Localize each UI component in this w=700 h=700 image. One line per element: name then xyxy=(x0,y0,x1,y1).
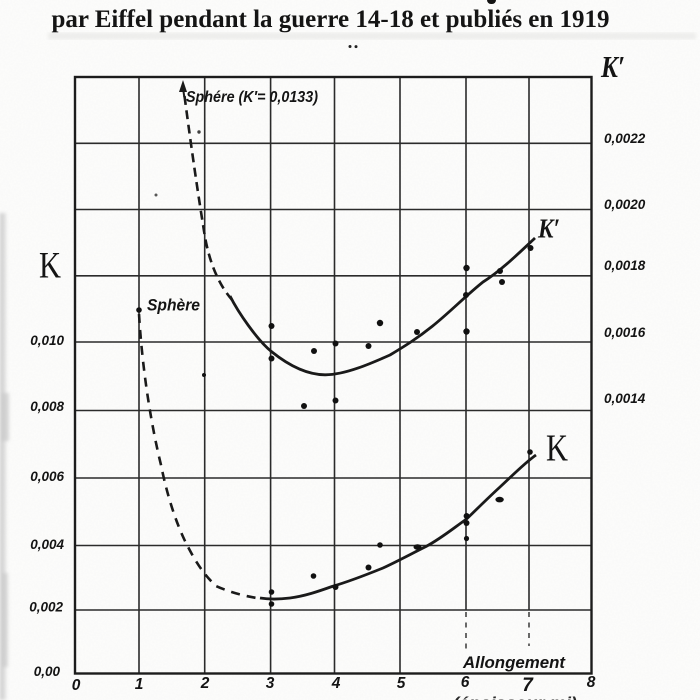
svg-text:Allongement: Allongement xyxy=(462,654,567,672)
svg-text:K: K xyxy=(39,246,61,287)
svg-text:6: 6 xyxy=(461,674,470,691)
svg-text:0,008: 0,008 xyxy=(30,399,64,414)
svg-text:1: 1 xyxy=(135,676,144,693)
svg-text:K′: K′ xyxy=(600,49,625,84)
svg-text:K′: K′ xyxy=(537,214,560,244)
svg-text:0,00: 0,00 xyxy=(34,664,61,679)
svg-text:3: 3 xyxy=(266,675,275,692)
svg-text:0,004: 0,004 xyxy=(30,537,64,552)
svg-text:0,0020: 0,0020 xyxy=(604,197,646,212)
svg-text:0,002: 0,002 xyxy=(29,600,63,615)
svg-text:0,0014: 0,0014 xyxy=(604,391,646,406)
svg-text:0,006: 0,006 xyxy=(30,469,64,484)
svg-text:7: 7 xyxy=(522,675,534,696)
svg-text:Sphère: Sphère xyxy=(147,297,200,315)
svg-text:0,0022: 0,0022 xyxy=(604,131,646,146)
svg-text:0,0016: 0,0016 xyxy=(604,325,646,340)
svg-text:5: 5 xyxy=(397,675,406,692)
svg-text:(épaisseur mi): (épaisseur mi) xyxy=(453,694,577,700)
svg-text:8: 8 xyxy=(587,674,596,691)
svg-text:0,010: 0,010 xyxy=(30,333,64,348)
svg-text:4: 4 xyxy=(331,675,341,692)
svg-text:K: K xyxy=(546,428,568,470)
svg-text:Sphére (K′= 0,0133): Sphére (K′= 0,0133) xyxy=(186,89,318,106)
svg-text:0: 0 xyxy=(72,677,81,694)
svg-text:2: 2 xyxy=(200,675,210,692)
svg-text:0,0018: 0,0018 xyxy=(604,258,646,273)
